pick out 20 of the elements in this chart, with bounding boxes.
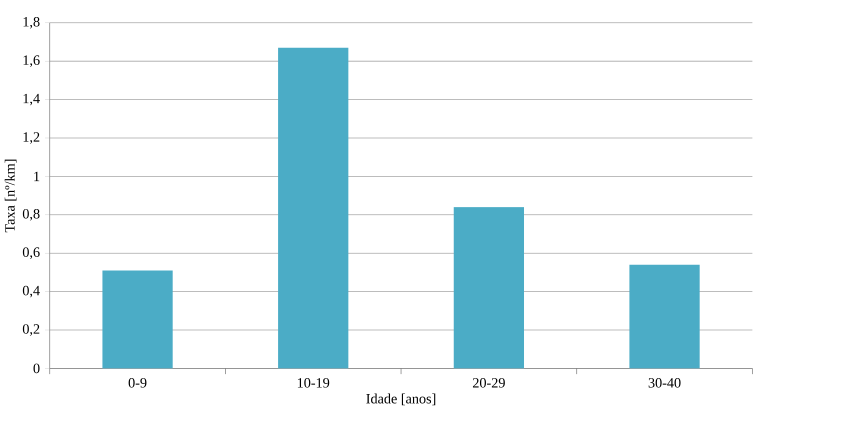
bar [454, 207, 524, 368]
y-tick-label: 0,8 [22, 208, 40, 220]
x-tick-label: 30-40 [648, 378, 681, 388]
y-tick-label: 0,2 [22, 324, 40, 336]
y-axis-title: Taxa [nº/km] [4, 160, 16, 232]
y-tick-label: 0 [34, 364, 40, 374]
y-tick-label: 0,6 [22, 247, 40, 259]
x-tick-label: 20-29 [472, 378, 505, 388]
bar [629, 264, 700, 368]
y-tick-label: 1,2 [24, 132, 40, 144]
bar [102, 270, 173, 368]
x-axis-title: Idade [anos] [366, 393, 436, 406]
y-tick-label: 1,6 [24, 55, 40, 67]
x-tick-label: 10-19 [298, 378, 330, 388]
y-tick-label: 0,4 [22, 286, 40, 298]
bar [278, 48, 348, 368]
y-tick-label: 1,4 [24, 94, 40, 106]
x-tick-label: 0-9 [128, 378, 146, 388]
y-tick-label: 1 [34, 172, 40, 181]
y-tick-label: 1,8 [24, 16, 40, 28]
